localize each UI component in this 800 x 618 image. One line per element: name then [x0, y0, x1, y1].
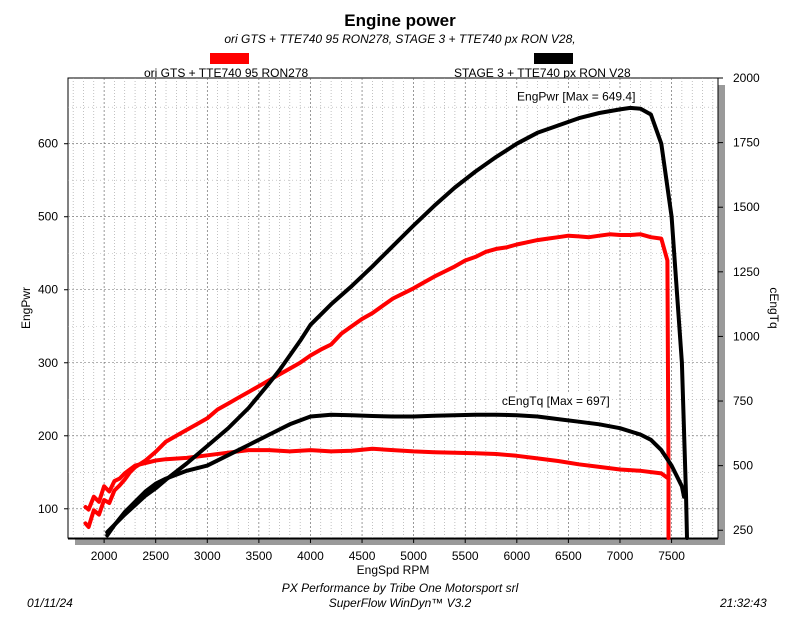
- x-tick-label: 2500: [142, 549, 169, 563]
- x-tick-label: 5500: [452, 549, 479, 563]
- legend-label-red: ori GTS + TTE740 95 RON278: [144, 66, 309, 80]
- y2-tick-label: 2000: [733, 71, 760, 85]
- y2-tick-label: 250: [733, 523, 753, 537]
- y-tick-label: 100: [38, 502, 58, 516]
- x-tick-label: 7500: [658, 549, 685, 563]
- y2-tick-label: 1250: [733, 265, 760, 279]
- footer-company: PX Performance by Tribe One Motorsport s…: [281, 581, 519, 595]
- footer-date: 01/11/24: [27, 596, 73, 610]
- y-tick-label: 600: [38, 137, 58, 151]
- y2-tick-label: 500: [733, 459, 753, 473]
- y-axis-title: EngPwr: [19, 287, 33, 329]
- annotation-bg: [515, 88, 638, 105]
- footer-software: SuperFlow WinDyn™ V3.2: [328, 596, 472, 610]
- legend-swatch-black: [534, 53, 573, 64]
- x-tick-label: 4000: [297, 549, 324, 563]
- x-tick-label: 3000: [194, 549, 221, 563]
- annotation-bg: [499, 392, 612, 409]
- y-tick-label: 400: [38, 283, 58, 297]
- x-tick-label: 6000: [503, 549, 530, 563]
- series-line-red-cengtq: [83, 446, 671, 512]
- y2-tick-label: 1000: [733, 329, 760, 343]
- series-line-black-engpwr: [105, 105, 689, 540]
- y-tick-label: 500: [38, 210, 58, 224]
- y-tick-label: 300: [38, 356, 58, 370]
- y-tick-label: 200: [38, 429, 58, 443]
- annotation-label: EngPwr [Max = 649.4]: [517, 90, 635, 104]
- plot-background: [67, 77, 719, 539]
- x-axis-title: EngSpd RPM: [357, 563, 430, 577]
- axis-labels: 2000 2500 3000 3500 4000 4500 5000 5500 6000 6500…: [19, 71, 781, 577]
- axes: [64, 77, 723, 543]
- series-line-black-cengtq: [105, 412, 687, 538]
- x-tick-label: 6500: [555, 549, 582, 563]
- x-tick-label: 5000: [400, 549, 427, 563]
- chart-subtitle: ori GTS + TTE740 95 RON278, STAGE 3 + TT…: [224, 32, 576, 46]
- y2-tick-label: 1750: [733, 136, 760, 150]
- x-tick-label: 2000: [91, 549, 118, 563]
- y2-axis-title: cEngTq: [767, 287, 781, 328]
- chart-title: Engine power: [344, 11, 456, 30]
- x-tick-label: 3500: [246, 549, 273, 563]
- footer-time: 21:32:43: [720, 596, 767, 610]
- x-tick-label: 7000: [607, 549, 634, 563]
- y2-tick-label: 1500: [733, 200, 760, 214]
- legend-label-black: STAGE 3 + TTE740 px RON V28: [454, 66, 631, 80]
- annotation-label: cEngTq [Max = 697]: [502, 394, 610, 408]
- legend-swatch-red: [210, 53, 249, 64]
- x-tick-label: 4500: [349, 549, 376, 563]
- y2-tick-label: 750: [733, 394, 753, 408]
- data-series: [83, 105, 689, 540]
